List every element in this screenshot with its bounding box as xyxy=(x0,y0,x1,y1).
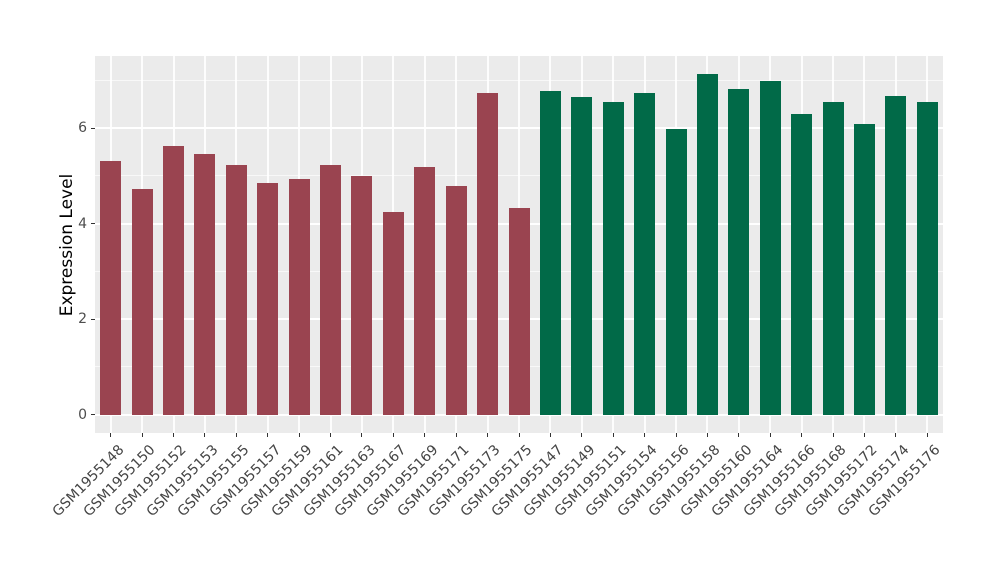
x-axis-tick xyxy=(487,433,489,437)
y-axis-tick xyxy=(91,318,95,320)
bar xyxy=(445,185,467,415)
y-tick-label: 2 xyxy=(78,311,87,327)
x-axis-tick xyxy=(110,433,112,437)
bar xyxy=(320,164,342,415)
bar xyxy=(916,101,938,415)
bar xyxy=(225,164,247,415)
x-axis-tick xyxy=(644,433,646,437)
y-tick-label: 0 xyxy=(78,406,87,423)
bar xyxy=(508,207,530,415)
x-axis-tick xyxy=(801,433,803,437)
x-axis-tick xyxy=(675,433,677,437)
x-axis-tick xyxy=(267,433,269,437)
bar xyxy=(257,182,279,415)
bar xyxy=(759,80,781,415)
bar xyxy=(791,114,813,415)
plot-panel xyxy=(95,56,943,433)
x-axis-tick xyxy=(706,433,708,437)
bar xyxy=(728,88,750,415)
x-axis-tick xyxy=(204,433,206,437)
bar xyxy=(163,146,185,415)
bar xyxy=(382,211,404,415)
x-axis-tick xyxy=(926,433,928,437)
x-axis-tick xyxy=(549,433,551,437)
x-axis-tick xyxy=(424,433,426,437)
bar xyxy=(539,90,561,415)
y-axis-tick xyxy=(91,127,95,129)
x-axis-tick xyxy=(392,433,394,437)
bar xyxy=(100,160,122,415)
x-axis-tick xyxy=(518,433,520,437)
x-axis-tick xyxy=(298,433,300,437)
x-axis-tick xyxy=(235,433,237,437)
bar xyxy=(477,92,499,415)
x-axis-tick xyxy=(895,433,897,437)
bar xyxy=(696,74,718,415)
bar xyxy=(351,175,373,415)
y-axis-tick xyxy=(91,223,95,224)
bar xyxy=(885,96,907,415)
x-axis-tick xyxy=(361,433,363,437)
x-axis-tick xyxy=(769,433,771,437)
bar xyxy=(194,154,216,415)
y-axis-tick xyxy=(91,414,95,415)
bar xyxy=(414,166,436,415)
bar xyxy=(853,123,875,415)
x-axis-tick xyxy=(738,433,740,437)
y-tick-label: 6 xyxy=(78,120,87,136)
x-axis-tick xyxy=(330,433,332,437)
bar xyxy=(288,179,310,415)
bar xyxy=(665,129,687,415)
bar xyxy=(571,97,593,415)
x-axis-tick xyxy=(581,433,583,437)
x-axis-tick xyxy=(455,433,457,437)
bar xyxy=(602,101,624,415)
x-axis-tick xyxy=(612,433,614,437)
x-axis-tick xyxy=(832,433,834,437)
x-axis-tick xyxy=(863,433,865,437)
y-tick-label: 4 xyxy=(78,215,87,232)
bar xyxy=(131,189,153,415)
x-axis-tick xyxy=(173,433,175,437)
bar xyxy=(822,101,844,415)
y-axis-title: Expression Level xyxy=(57,173,77,317)
bar xyxy=(634,93,656,415)
x-axis-tick xyxy=(141,433,143,437)
